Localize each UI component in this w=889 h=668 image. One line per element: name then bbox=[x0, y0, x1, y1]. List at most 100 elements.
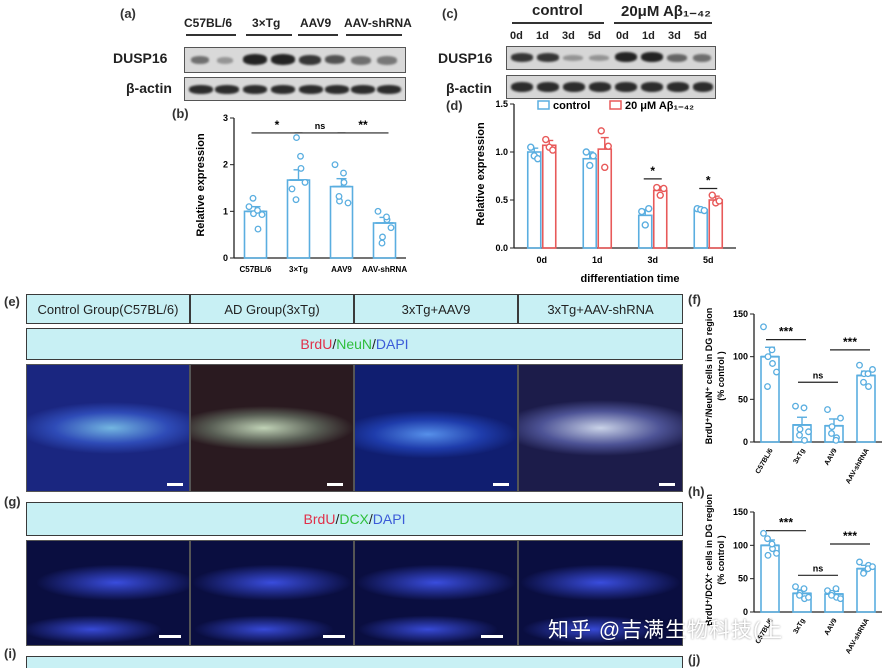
y-tick-label: 150 bbox=[733, 507, 748, 517]
scale-bar bbox=[327, 483, 343, 486]
data-point bbox=[864, 370, 872, 378]
data-point bbox=[387, 224, 395, 232]
data-point bbox=[860, 378, 867, 386]
x-tick-label: C57BL/6 bbox=[755, 447, 775, 475]
data-point bbox=[301, 178, 309, 186]
chart-f-ylabel-1: BrdU⁺/NeuN⁺ cells in DG region bbox=[704, 308, 714, 445]
data-point bbox=[865, 383, 872, 390]
panel-label-h: (h) bbox=[688, 484, 705, 499]
micrograph-e-shrna bbox=[518, 364, 683, 492]
group-header-shrna: 3xTg+AAV-shRNA bbox=[518, 294, 683, 324]
data-point bbox=[869, 563, 876, 571]
stain-sep: / bbox=[368, 511, 373, 527]
wb-a-underline-3 bbox=[298, 34, 338, 36]
data-point bbox=[331, 161, 339, 169]
data-point bbox=[837, 595, 844, 603]
data-point bbox=[549, 146, 557, 154]
micrograph-e-control bbox=[26, 364, 190, 492]
scale-bar bbox=[493, 483, 509, 486]
significance-label: *** bbox=[779, 325, 793, 339]
wb-c-lane: 0d bbox=[616, 30, 629, 42]
bar bbox=[582, 157, 598, 249]
wb-c-lane: 3d bbox=[562, 30, 575, 42]
data-point bbox=[601, 163, 609, 172]
data-point bbox=[764, 383, 771, 390]
y-tick-label: 100 bbox=[733, 352, 748, 362]
panel-label-i: (i) bbox=[4, 646, 17, 661]
y-tick-label: 50 bbox=[738, 574, 748, 584]
bar bbox=[708, 199, 724, 249]
wb-a-lane-aav9: AAV9 bbox=[300, 16, 332, 30]
data-point bbox=[586, 161, 594, 170]
data-point bbox=[796, 425, 804, 433]
stain-sep: / bbox=[335, 511, 340, 527]
data-point bbox=[805, 428, 812, 436]
panel-label-a: (a) bbox=[120, 6, 136, 21]
wb-c-row-dusp16: DUSP16 bbox=[438, 50, 493, 66]
x-tick-label: AAV-shRNA bbox=[845, 448, 871, 486]
data-point bbox=[378, 239, 386, 247]
group-header-ad: AD Group(3xTg) bbox=[190, 294, 354, 324]
wb-a-dusp16-strip bbox=[184, 47, 406, 73]
micrograph-g-ad bbox=[190, 540, 354, 646]
chart-d: Relative expression differentiation time… bbox=[475, 99, 736, 285]
data-point bbox=[645, 204, 653, 213]
bar bbox=[637, 214, 653, 249]
data-point bbox=[796, 591, 803, 599]
micrograph-g-control bbox=[26, 540, 190, 646]
data-point bbox=[764, 535, 771, 543]
data-point bbox=[383, 213, 390, 221]
data-point bbox=[801, 436, 808, 444]
data-point bbox=[715, 197, 723, 205]
stain-sep: / bbox=[332, 336, 337, 352]
data-point bbox=[297, 152, 304, 160]
data-point bbox=[768, 346, 776, 354]
data-point bbox=[288, 185, 296, 193]
data-point bbox=[828, 591, 835, 599]
group-header-control: Control Group(C57BL/6) bbox=[26, 294, 190, 324]
data-point bbox=[340, 178, 348, 186]
wb-a-row-dusp16: DUSP16 bbox=[113, 50, 168, 66]
bar bbox=[243, 210, 268, 259]
wb-c-lane: 1d bbox=[642, 30, 655, 42]
watermark-text: 知乎 @吉满生物科技(上 bbox=[548, 619, 784, 642]
data-point bbox=[292, 196, 300, 204]
scale-bar bbox=[323, 635, 345, 638]
wb-c-lane: 0d bbox=[510, 30, 523, 42]
chart-d-legend-control: control bbox=[553, 100, 590, 112]
data-point bbox=[374, 207, 382, 215]
data-point bbox=[805, 593, 812, 601]
chart-f: BrdU⁺/NeuN⁺ cells in DG region (% contro… bbox=[704, 308, 882, 486]
bar bbox=[693, 208, 709, 249]
wb-c-underline-abeta bbox=[614, 22, 712, 24]
data-point bbox=[708, 191, 716, 199]
x-tick-label: 1d bbox=[592, 255, 603, 265]
data-point bbox=[245, 203, 253, 211]
y-tick-label: 0 bbox=[743, 437, 748, 447]
panel-label-g: (g) bbox=[4, 494, 21, 509]
data-point bbox=[792, 402, 799, 410]
stain-dapi: DAPI bbox=[372, 511, 406, 527]
wb-c-dusp16-strip bbox=[506, 46, 716, 70]
x-tick-label: 3xTg bbox=[792, 448, 806, 466]
data-point bbox=[582, 148, 590, 156]
wb-c-lane: 5d bbox=[694, 30, 707, 42]
data-point bbox=[527, 143, 535, 151]
scale-bar bbox=[481, 635, 503, 638]
wb-c-lane: 1d bbox=[536, 30, 549, 42]
wb-c-group-control: control bbox=[532, 2, 583, 19]
significance-label: ns bbox=[813, 370, 824, 380]
data-point bbox=[824, 406, 831, 414]
data-point bbox=[249, 194, 257, 202]
data-point bbox=[258, 211, 266, 219]
wb-c-group-abeta: 20μM Aβ₁₋₄₂ bbox=[621, 3, 711, 20]
wb-a-row-bactin: β-actin bbox=[126, 80, 172, 96]
data-point bbox=[641, 221, 649, 229]
y-tick-label: 0 bbox=[223, 253, 228, 263]
panel-label-j: (j) bbox=[688, 652, 701, 667]
chart-d-legend-abeta: 20 μM Aβ₁₋₄₂ bbox=[625, 100, 694, 112]
data-point bbox=[856, 558, 863, 566]
panel-label-f: (f) bbox=[688, 292, 701, 307]
data-point bbox=[800, 585, 808, 593]
stain-header-i bbox=[26, 656, 683, 668]
